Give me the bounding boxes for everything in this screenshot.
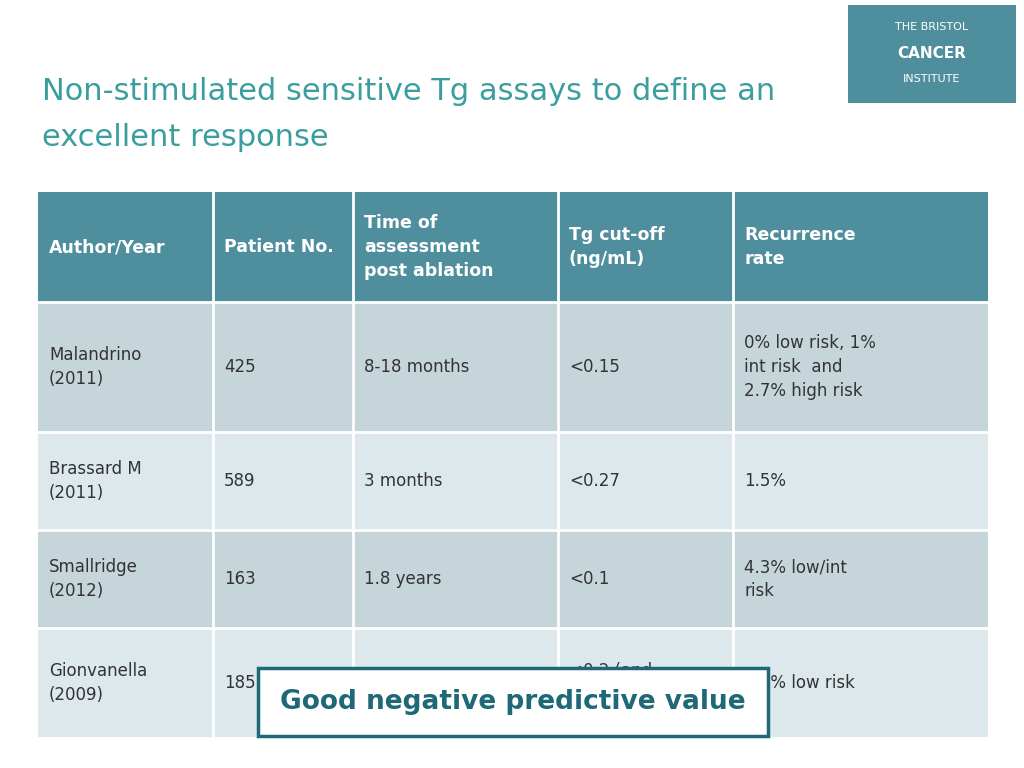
Bar: [38, 302, 213, 432]
Bar: [558, 192, 733, 302]
Bar: [258, 668, 768, 736]
Bar: [353, 628, 558, 738]
Bar: [213, 432, 353, 530]
Bar: [353, 192, 558, 302]
Text: 185: 185: [224, 674, 256, 692]
Text: Author/Year: Author/Year: [49, 238, 166, 256]
Bar: [558, 432, 733, 530]
Bar: [38, 192, 213, 302]
Text: Time of
assessment
post ablation: Time of assessment post ablation: [364, 214, 494, 280]
Bar: [848, 5, 1016, 103]
Bar: [733, 530, 988, 628]
Bar: [38, 530, 213, 628]
Text: 6 months: 6 months: [364, 674, 442, 692]
Bar: [213, 628, 353, 738]
Bar: [38, 432, 213, 530]
Text: 0% low risk, 1%
int risk  and
2.7% high risk: 0% low risk, 1% int risk and 2.7% high r…: [744, 334, 876, 399]
Text: Malandrino
(2011): Malandrino (2011): [49, 346, 141, 388]
Bar: [38, 628, 213, 738]
Bar: [353, 530, 558, 628]
Text: THE BRISTOL: THE BRISTOL: [895, 22, 969, 31]
Text: Recurrence
rate: Recurrence rate: [744, 227, 856, 268]
Text: 163: 163: [224, 570, 256, 588]
Text: <0.15: <0.15: [569, 358, 620, 376]
Text: Tg cut-off
(ng/mL): Tg cut-off (ng/mL): [569, 227, 665, 268]
Text: excellent response: excellent response: [42, 124, 329, 153]
Text: Smallridge
(2012): Smallridge (2012): [49, 558, 138, 600]
Bar: [733, 302, 988, 432]
Text: Brassard M
(2011): Brassard M (2011): [49, 460, 141, 502]
Bar: [353, 432, 558, 530]
Bar: [733, 432, 988, 530]
Text: <0.1: <0.1: [569, 570, 609, 588]
Bar: [558, 302, 733, 432]
Text: 425: 425: [224, 358, 256, 376]
Text: CANCER: CANCER: [898, 47, 967, 61]
Text: 8-18 months: 8-18 months: [364, 358, 469, 376]
Text: Patient No.: Patient No.: [224, 238, 334, 256]
Text: 4.3% low/int
risk: 4.3% low/int risk: [744, 558, 847, 600]
Bar: [353, 302, 558, 432]
Bar: [213, 192, 353, 302]
Bar: [733, 628, 988, 738]
Text: <0.27: <0.27: [569, 472, 620, 490]
Bar: [213, 530, 353, 628]
Text: Non-stimulated sensitive Tg assays to define an: Non-stimulated sensitive Tg assays to de…: [42, 78, 775, 107]
Text: 589: 589: [224, 472, 256, 490]
Text: Gionvanella
(2009): Gionvanella (2009): [49, 662, 147, 703]
Text: INSTITUTE: INSTITUTE: [903, 74, 961, 84]
Text: <0.2 (and
normal US): <0.2 (and normal US): [569, 662, 662, 703]
Bar: [213, 302, 353, 432]
Bar: [733, 192, 988, 302]
Text: 1.5%: 1.5%: [744, 472, 786, 490]
Text: 1.6% low risk: 1.6% low risk: [744, 674, 855, 692]
Text: 3 months: 3 months: [364, 472, 442, 490]
Text: 1.8 years: 1.8 years: [364, 570, 441, 588]
Text: Good negative predictive value: Good negative predictive value: [281, 689, 745, 715]
Bar: [558, 628, 733, 738]
Bar: [558, 530, 733, 628]
